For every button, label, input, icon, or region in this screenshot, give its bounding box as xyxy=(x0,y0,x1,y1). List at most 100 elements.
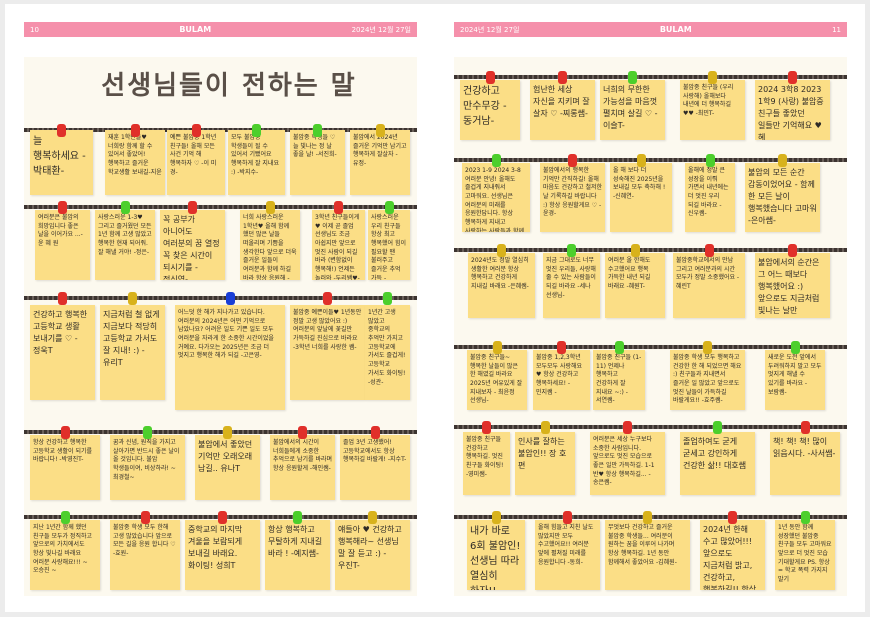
tape-pin-green xyxy=(491,154,501,167)
tape-pin-red xyxy=(482,421,491,434)
note-text: 험난한 세상 자신을 지키며 잘 살자 ♡ -찌롱쌤- xyxy=(533,85,590,118)
page-number: 10 xyxy=(30,25,39,34)
sticky-note: 어느덧 한 해가 지나가고 있습니다. 여러분의 2024년은 어떤 기억으로 … xyxy=(175,305,285,410)
sticky-note: 올해 힘들고 지친 날도 많았지만 모두 수고했어요!! 여러분 앞에 펼쳐질 … xyxy=(535,520,600,590)
tape-pin-red xyxy=(557,341,566,354)
tape-pin-yellow xyxy=(540,421,550,434)
sticky-note: 재훈 1학년들♥ 너희랑 함께 할 수 있어서 좋았어! 행복하고 즐거운 학교… xyxy=(105,130,165,195)
tape-pin-red xyxy=(485,71,495,84)
tape-pin-green xyxy=(628,71,637,84)
sticky-note: 지난 1년간 함께 했던 친구들 모두가 정직하고 앞으로의 가치에서도 항상 … xyxy=(30,520,100,590)
sticky-note: 불암중학교에서의 만남 그리고 여러분과의 시간 모두가 정말 소중했어요 -혜… xyxy=(673,253,745,318)
tape-pin-yellow xyxy=(643,511,652,524)
tape-pin-yellow xyxy=(368,511,377,524)
page-header: 2024년 12월 27일 BULAM 11 xyxy=(454,22,847,37)
tape-pin-red xyxy=(800,421,810,434)
sticky-note: 사랑스러운 1-3♥ 그리고 즐거웠던 모든 1년 함께 고생 많았고 행복한 … xyxy=(95,210,155,280)
tape-pin-yellow xyxy=(265,201,275,214)
note-text: 불암에서 2024년 즐거운 기억만 남기고 행복하게 잘살자 -유정- xyxy=(353,134,407,168)
tape-pin-red xyxy=(218,511,227,524)
sticky-note: 불암중 학생 모두 한해 고생 많았습니다 앞으로 모든 길을 응원 합니다 ♡… xyxy=(110,520,180,590)
note-text: 모두 불암중 학생들이 될 수 있어서 기뻤어요 행복하게 잘 지내요 :) -… xyxy=(231,134,279,176)
sticky-note: 불암중 친구들 (우리 사랑해) 올해보다 내년에 더 행복하길 ♥♥ -최민T… xyxy=(680,80,745,140)
tape-pin-green xyxy=(143,426,152,439)
sticky-note: 불암중 학생 모두 행복하고 건강한 한 해 되었으면 해요 :) 친구들과 지… xyxy=(670,350,745,410)
string-line xyxy=(24,430,417,434)
note-text: 불암에서의 순간은 그 어느 때보다 행복했어요 :) 앞으로도 지금처럼 빛나… xyxy=(758,258,820,315)
note-text: 지금처럼 철 없게 지금보다 적당히 고등학교 가서도 잘 지내! :) -유리… xyxy=(103,310,160,367)
tape-pin-red xyxy=(623,421,632,434)
tape-pin-green xyxy=(800,511,810,524)
note-text: 사랑스러운 1-3♥ 그리고 즐거웠던 모든 1년 함께 고생 많았고 행복한 … xyxy=(98,214,152,256)
sticky-note: 불암에서 2024년 즐거운 기억만 남기고 행복하게 잘살자 -유정- xyxy=(350,130,410,195)
tape-pin-red xyxy=(130,124,140,137)
sticky-note: 무엇보다 건강하고 즐거운 불암중 학생들... 여러분이 원하는 꿈을 이루어… xyxy=(605,520,690,590)
sticky-note: 3학년 친구들이게♥ 이제 곧 졸업 선생님도 조금 아쉽지만 앞으로 멋진 사… xyxy=(312,210,365,280)
note-text: 불암중 친구들 (1-11) 언제나 행복하고 건강하게 잘 지내요 ~:) -… xyxy=(596,354,642,405)
sticky-note: 불암에서의 시간이 너희들에게 소중한 추억으로 남기를 바라며 항상 응원할게… xyxy=(270,435,335,500)
note-text: 불암에서의 행복한 기억만 간직하길! 올해 마음도 건강하고 철저한 날 기록… xyxy=(543,167,603,218)
sticky-note: 얘들아 ♥ 건강하고 행복해라~ 선생님 말 잘 듣고 :) -우진T- xyxy=(335,520,410,590)
tape-pin-green xyxy=(384,201,394,214)
sticky-note: 불암중 예쁜이들♥ 1년동안 정말 고생 많았어요 :) 여러분의 앞날에 꽃길… xyxy=(290,305,365,400)
note-text: 사랑스러운 우리 친구들 항상 최고 행복했어 힘이 필요할 땐 불러주고 즐거… xyxy=(371,214,407,280)
tape-pin-green xyxy=(567,244,576,257)
tape-pin-red xyxy=(568,154,577,167)
string-line xyxy=(454,75,847,79)
note-text: 2024년 한해 수고 많았어!!! 앞으로도 지금처럼 밝고, 건강하고, 행… xyxy=(703,525,757,590)
sticky-note: 항상 행복하고 무탈하게 지내길 바라 ! -예지쌤- xyxy=(265,520,330,590)
left-page: 10 BULAM 2024년 12월 27일 선생님들이 전하는 말 늘 행복하… xyxy=(5,4,435,612)
note-text: 불암중 친구들 건강하고 행복하길. 멋진 친구들 화이팅! -영미쌤- xyxy=(466,436,504,478)
sticky-note: 여러분 올 한해도 수고했어요 행복 가득한 내년 되길 바래요 -혜원T- xyxy=(605,253,665,318)
tape-pin-yellow xyxy=(492,341,502,354)
note-text: 2023 1-9 2024 3-8 여러분 안녕! 올해도 즐겁게 지내줘서 고… xyxy=(465,167,525,232)
sticky-note: 불암중 친구들 (1-11) 언제나 행복하고 건강하게 잘 지내요 ~:) -… xyxy=(593,350,645,410)
page-header: 10 BULAM 2024년 12월 27일 xyxy=(24,22,417,37)
string-line xyxy=(454,158,847,162)
string-line xyxy=(454,425,847,429)
tape-pin-yellow xyxy=(128,292,137,305)
note-text: 3학년 친구들이게♥ 이제 곧 졸업 선생님도 조금 아쉽지만 앞으로 멋진 사… xyxy=(315,214,360,280)
note-text: 올해 힘들고 지친 날도 많았지만 모두 수고했어요!! 여러분 앞에 펼쳐질 … xyxy=(538,524,594,566)
tape-pin-yellow xyxy=(630,244,640,257)
sticky-note: 졸업 3년 고생했어! 고등학교에서도 항상 행복하길 바랄게! -지수T- xyxy=(340,435,410,500)
string-line xyxy=(454,248,847,252)
tape-pin-green xyxy=(705,154,715,167)
sticky-note: 2024년 한해 수고 많았어!!! 앞으로도 지금처럼 밝고, 건강하고, 행… xyxy=(700,520,765,590)
note-text: 어느덧 한 해가 지나가고 있습니다. 여러분의 2024년은 어떤 기억으로 … xyxy=(178,309,274,360)
issue-date: 2024년 12월 27일 xyxy=(460,25,520,34)
sticky-note: 불암에서의 행복한 기억만 간직하길! 올해 마음도 건강하고 철저한 날 기록… xyxy=(540,163,605,232)
note-text: 새로운 도전 앞에서 두려워하지 말고 모두 멋지게 해낼 수 있기를 바라요 … xyxy=(768,354,822,396)
note-text: 올해에 정말 큰 성장을 이뤄 가면서 내년에는 더 멋진 우리 되길 바라요 … xyxy=(688,167,729,218)
sticky-note: 건강하고 만수무강 -동거남- xyxy=(460,80,520,140)
tape-pin-red xyxy=(188,201,197,214)
sticky-note: 험난한 세상 자신을 지키며 잘 살자 ♡ -찌롱쌤- xyxy=(530,80,595,140)
sticky-note: 올 해 보다 더 성숙해진 2025년을 보내길 모두 축하해 ! -신혜연- xyxy=(610,163,672,232)
sticky-note: 지금처럼 철 없게 지금보다 적당히 고등학교 가서도 잘 지내! :) -유리… xyxy=(100,305,165,400)
sticky-note: 내가 바로 6회 불암인! 선생님 따라 열심히 하자!! -이현쌤- xyxy=(467,520,525,590)
note-text: 항상 건강하고 행복한 고등학교 생활이 되기를 바랍니다! -박영진T- xyxy=(33,439,93,464)
sticky-note: 인사를 잘하는 불암인!! 장 호 편 xyxy=(515,432,575,495)
note-text: 불암에서의 시간이 너희들에게 소중한 추억으로 남기를 바라며 항상 응원할게… xyxy=(273,439,333,473)
sticky-note: 불암중 친구들~ 행복한 날들이 많은 한 해였길 바라요 2025년 여유있게… xyxy=(467,350,527,410)
tape-pin-yellow xyxy=(497,244,506,257)
sticky-note: 불암에서의 순간은 그 어느 때보다 행복했어요 :) 앞으로도 지금처럼 빛나… xyxy=(755,253,830,318)
issue-date: 2024년 12월 27일 xyxy=(351,25,411,34)
sticky-note: 항상 건강하고 행복한 고등학교 생활이 되기를 바랍니다! -박영진T- xyxy=(30,435,100,500)
sticky-note: 꿈과 신념, 원칙을 가지고 살아가면 반드시 좋은 날이 올 것입니다. 불암… xyxy=(110,435,185,500)
tape-pin-green xyxy=(713,421,722,434)
tape-pin-red xyxy=(334,201,343,214)
string-line xyxy=(454,345,847,349)
sticky-note: 꼭 공부가 아니어도 여러분의 꿈 열정 꼭 찾은 시간이 되시기를 -정신영- xyxy=(160,210,225,280)
notes-board: 건강하고 만수무강 -동거남- 험난한 세상 자신을 지키며 잘 살자 ♡ -찌롱… xyxy=(454,57,847,596)
magazine-name: BULAM xyxy=(179,25,212,34)
tape-pin-green xyxy=(313,124,322,137)
note-text: 불암중학교에서의 만남 그리고 여러분과의 시간 모두가 정말 소중했어요 -혜… xyxy=(676,257,740,291)
sticky-note: 모두 불암중 학생들이 될 수 있어서 기뻤어요 행복하게 잘 지내요 :) -… xyxy=(228,130,285,195)
sticky-note: 새로운 도전 앞에서 두려워하지 말고 모두 멋지게 해낼 수 있기를 바라요 … xyxy=(765,350,825,410)
tape-pin-red xyxy=(58,292,67,305)
tape-pin-red xyxy=(704,244,714,257)
tape-pin-green xyxy=(614,341,624,354)
note-text: 재훈 1학년들♥ 너희랑 함께 할 수 있어서 좋았어! 행복하고 즐거운 학교… xyxy=(108,134,162,176)
tape-pin-red xyxy=(60,426,70,439)
